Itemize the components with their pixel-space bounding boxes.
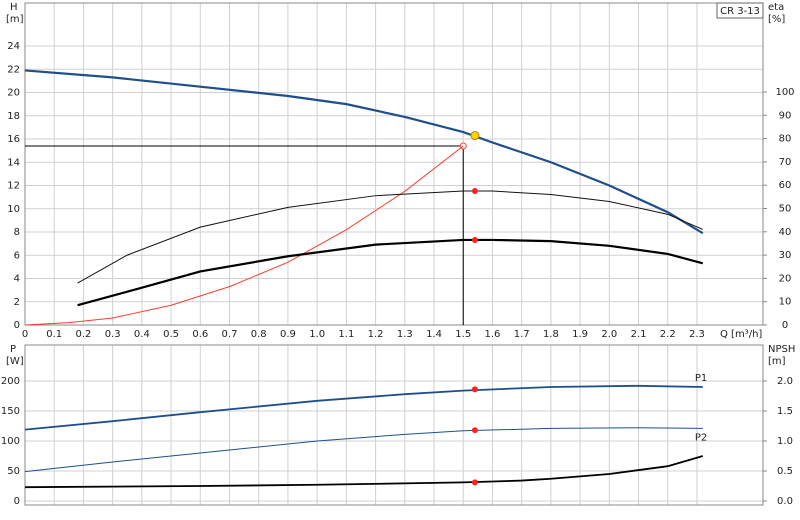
y-tick-label: 0: [14, 320, 20, 331]
y2-axis-label: NPSH: [768, 344, 795, 355]
x-axis-label: Q [m³/h]: [720, 329, 762, 340]
x-tick-label: 2.2: [660, 329, 676, 340]
y-tick-label: 10: [7, 204, 20, 215]
x-tick-label: 2.1: [631, 329, 647, 340]
x-tick-label: 1.1: [338, 329, 354, 340]
y2-tick-label: 20: [779, 273, 792, 284]
x-tick-label: 0.5: [163, 329, 179, 340]
y2-tick-label: 30: [779, 250, 792, 261]
y2-tick-label: 1.5: [777, 406, 793, 417]
y-tick-label: 24: [7, 41, 20, 52]
curve: [24, 384, 703, 431]
curve: [24, 427, 703, 473]
y-tick-label: 20: [7, 88, 20, 99]
y-axis-unit: [m]: [6, 14, 24, 25]
curve: [24, 145, 464, 326]
y-tick-label: 2: [14, 297, 20, 308]
operating-point: [471, 427, 478, 434]
duty-line: [25, 145, 464, 325]
y-axis-label: H: [10, 2, 18, 13]
y2-tick-label: 10: [779, 297, 792, 308]
x-tick-label: 0.1: [46, 329, 62, 340]
x-tick-label: 0.9: [280, 329, 296, 340]
x-tick-label: 0.2: [75, 329, 91, 340]
y-tick-label: 6: [14, 250, 20, 261]
x-tick-label: 1.9: [572, 329, 588, 340]
x-tick-label: 0.6: [192, 329, 208, 340]
x-tick-label: 1.0: [309, 329, 325, 340]
y2-tick-label: 50: [779, 204, 792, 215]
operating-point: [470, 131, 480, 141]
y-tick-label: 50: [7, 466, 20, 477]
operating-point: [471, 188, 478, 195]
y2-tick-label: 2.0: [777, 376, 793, 387]
y2-tick-label: 100: [775, 87, 794, 98]
curve: [24, 69, 704, 235]
x-tick-label: 1.6: [485, 329, 501, 340]
y2-tick-label: 60: [779, 180, 792, 191]
y-tick-label: 12: [7, 181, 20, 192]
curve: [24, 455, 704, 489]
y2-tick-label: 90: [779, 110, 792, 121]
x-tick-label: 2.0: [601, 329, 617, 340]
y-tick-label: 200: [1, 376, 20, 387]
y-axis-unit: [W]: [6, 356, 24, 367]
x-tick-label: 1.3: [397, 329, 413, 340]
y2-axis-unit: [%]: [768, 14, 785, 25]
y-tick-label: 8: [14, 227, 20, 238]
x-tick-label: 0.4: [134, 329, 150, 340]
y-axis-label: P: [10, 344, 16, 355]
y-tick-label: 16: [7, 134, 20, 145]
x-tick-label: 2.3: [689, 329, 705, 340]
y-tick-label: 150: [1, 406, 20, 417]
y-tick-label: 100: [1, 436, 20, 447]
y-tick-label: 22: [7, 64, 20, 75]
plot-frame: [24, 2, 764, 326]
x-tick-label: 0: [22, 329, 28, 340]
y2-tick-label: 0: [782, 320, 788, 331]
series-label: P2: [695, 432, 707, 443]
series-label: P1: [695, 373, 707, 384]
y2-tick-label: 0.5: [777, 466, 793, 477]
y2-tick-label: 70: [779, 157, 792, 168]
y2-axis-unit: [m]: [768, 356, 786, 367]
y2-tick-label: 1.0: [777, 436, 793, 447]
x-tick-label: 1.8: [543, 329, 559, 340]
x-tick-label: 1.2: [368, 329, 384, 340]
curve: [77, 190, 704, 284]
y-tick-label: 0: [14, 496, 20, 507]
chart-title: CR 3-13: [720, 6, 760, 17]
x-tick-label: 1.4: [426, 329, 442, 340]
curve: [77, 238, 704, 307]
operating-point: [471, 479, 478, 486]
y-tick-label: 4: [14, 274, 20, 285]
x-tick-label: 1.5: [455, 329, 471, 340]
x-tick-label: 0.3: [105, 329, 121, 340]
operating-point: [471, 236, 478, 243]
operating-point: [471, 386, 478, 393]
y2-axis-label: eta: [768, 2, 784, 13]
x-tick-label: 1.7: [514, 329, 530, 340]
legend-box: [716, 2, 764, 19]
y2-tick-label: 0.0: [777, 496, 793, 507]
x-tick-label: 0.8: [251, 329, 267, 340]
y2-tick-label: 80: [779, 134, 792, 145]
y-tick-label: 14: [7, 157, 20, 168]
y2-tick-label: 40: [779, 227, 792, 238]
y-tick-label: 18: [7, 111, 20, 122]
plot-frame: [24, 344, 764, 506]
x-tick-label: 0.7: [222, 329, 238, 340]
